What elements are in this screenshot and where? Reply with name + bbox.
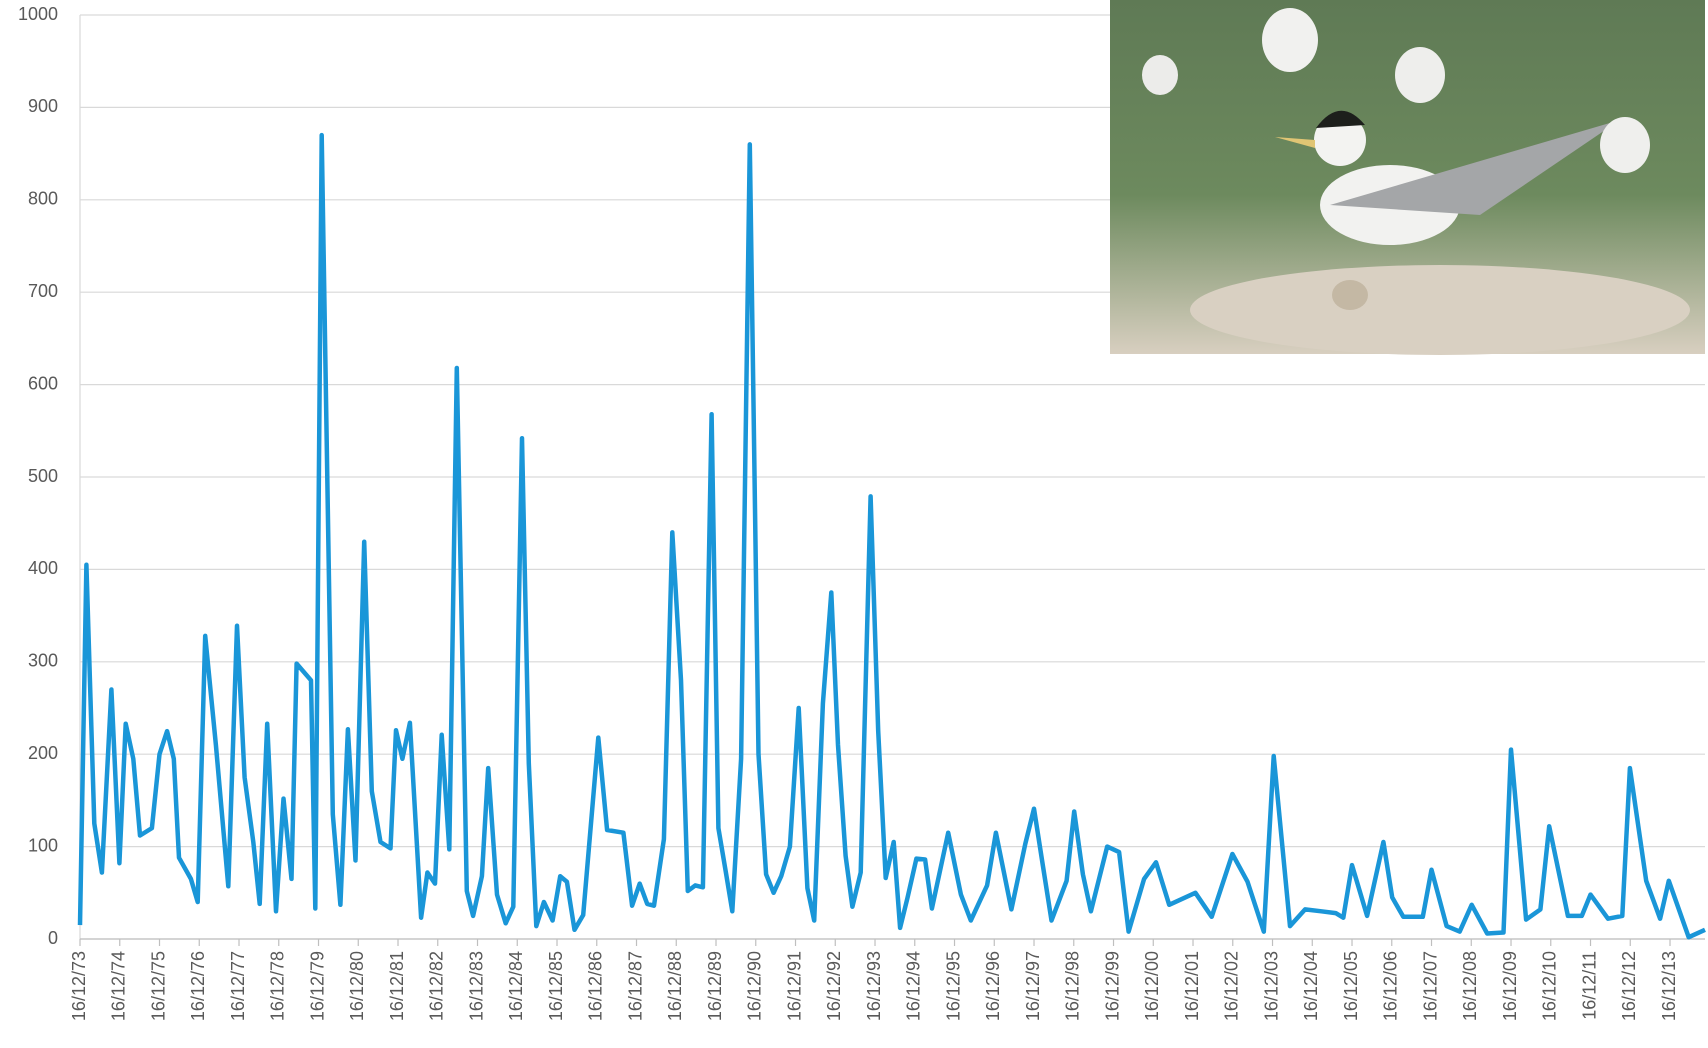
x-tick-label: 16/12/81 [387,951,407,1021]
x-tick-label: 16/12/03 [1261,951,1281,1021]
y-tick-label: 1000 [18,4,58,24]
x-tick-label: 16/12/99 [1102,951,1122,1021]
x-tick-label: 16/12/98 [1063,951,1083,1021]
x-tick-label: 16/12/91 [784,951,804,1021]
y-tick-label: 600 [28,373,58,393]
x-tick-label: 16/12/79 [307,951,327,1021]
x-tick-label: 16/12/82 [427,951,447,1021]
x-tick-label: 16/12/92 [824,951,844,1021]
x-tick-label: 16/12/88 [665,951,685,1021]
x-tick-label: 16/12/73 [69,951,89,1021]
x-tick-label: 16/12/89 [705,951,725,1021]
x-tick-label: 16/12/87 [625,951,645,1021]
x-tick-label: 16/12/78 [268,951,288,1021]
y-tick-label: 400 [28,558,58,578]
x-tick-label: 16/12/95 [943,951,963,1021]
x-tick-label: 16/12/94 [904,951,924,1021]
x-tick-label: 16/12/00 [1142,951,1162,1021]
x-tick-label: 16/12/02 [1222,951,1242,1021]
x-tick-label: 16/12/08 [1460,951,1480,1021]
x-tick-label: 16/12/80 [347,951,367,1021]
y-tick-label: 900 [28,96,58,116]
x-tick-label: 16/12/90 [745,951,765,1021]
x-tick-label: 16/12/13 [1659,951,1679,1021]
y-tick-label: 800 [28,189,58,209]
x-tick-label: 16/12/75 [148,951,168,1021]
x-tick-label: 16/12/97 [1023,951,1043,1021]
x-tick-label: 16/12/06 [1381,951,1401,1021]
x-tick-label: 16/12/11 [1579,951,1599,1020]
x-tick-label: 16/12/96 [983,951,1003,1021]
x-tick-label: 16/12/04 [1301,951,1321,1021]
x-tick-label: 16/12/76 [188,951,208,1021]
y-tick-label: 200 [28,743,58,763]
x-tick-label: 16/12/07 [1420,951,1440,1021]
x-tick-label: 16/12/05 [1341,951,1361,1021]
data-line [77,132,1706,940]
x-tick-label: 16/12/10 [1540,951,1560,1021]
photo [1110,0,1705,355]
y-tick-label: 500 [28,466,58,486]
x-tick-label: 16/12/84 [506,951,526,1021]
x-tick-label: 16/12/77 [228,951,248,1021]
y-tick-label: 300 [28,651,58,671]
x-tick-label: 16/12/12 [1619,951,1639,1021]
y-tick-label: 0 [48,928,58,948]
x-tick-label: 16/12/01 [1182,951,1202,1021]
x-tick-label: 16/12/09 [1500,951,1520,1021]
y-tick-label: 100 [28,835,58,855]
y-tick-label: 700 [28,281,58,301]
x-tick-label: 16/12/83 [466,951,486,1021]
x-tick-label: 16/12/74 [109,951,129,1021]
x-tick-label: 16/12/85 [546,951,566,1021]
x-tick-label: 16/12/93 [864,951,884,1021]
x-tick-label: 16/12/86 [586,951,606,1021]
